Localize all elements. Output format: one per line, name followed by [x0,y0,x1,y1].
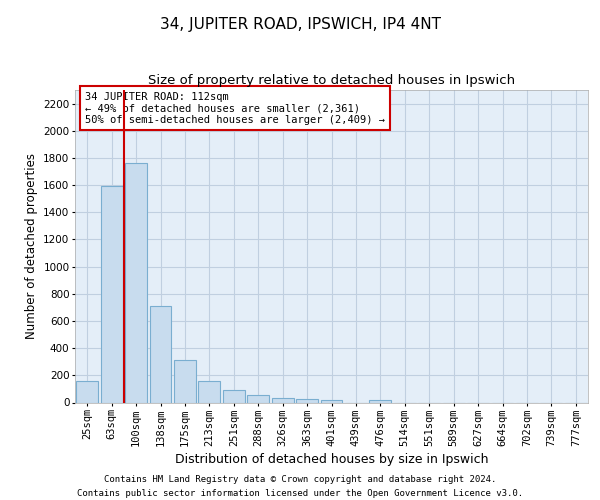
Bar [272,398,293,402]
Bar [296,399,318,402]
Text: 34, JUPITER ROAD, IPSWICH, IP4 4NT: 34, JUPITER ROAD, IPSWICH, IP4 4NT [160,18,440,32]
Bar [149,306,172,402]
Bar [101,186,122,402]
Bar [199,381,220,402]
Text: Contains HM Land Registry data © Crown copyright and database right 2024.
Contai: Contains HM Land Registry data © Crown c… [77,476,523,498]
Bar [125,164,147,402]
X-axis label: Distribution of detached houses by size in Ipswich: Distribution of detached houses by size … [175,452,488,466]
Bar [320,400,343,402]
Bar [76,381,98,402]
Title: Size of property relative to detached houses in Ipswich: Size of property relative to detached ho… [148,74,515,88]
Text: 34 JUPITER ROAD: 112sqm
← 49% of detached houses are smaller (2,361)
50% of semi: 34 JUPITER ROAD: 112sqm ← 49% of detache… [85,92,385,125]
Y-axis label: Number of detached properties: Number of detached properties [25,153,38,339]
Bar [247,395,269,402]
Bar [174,360,196,403]
Bar [370,400,391,402]
Bar [223,390,245,402]
